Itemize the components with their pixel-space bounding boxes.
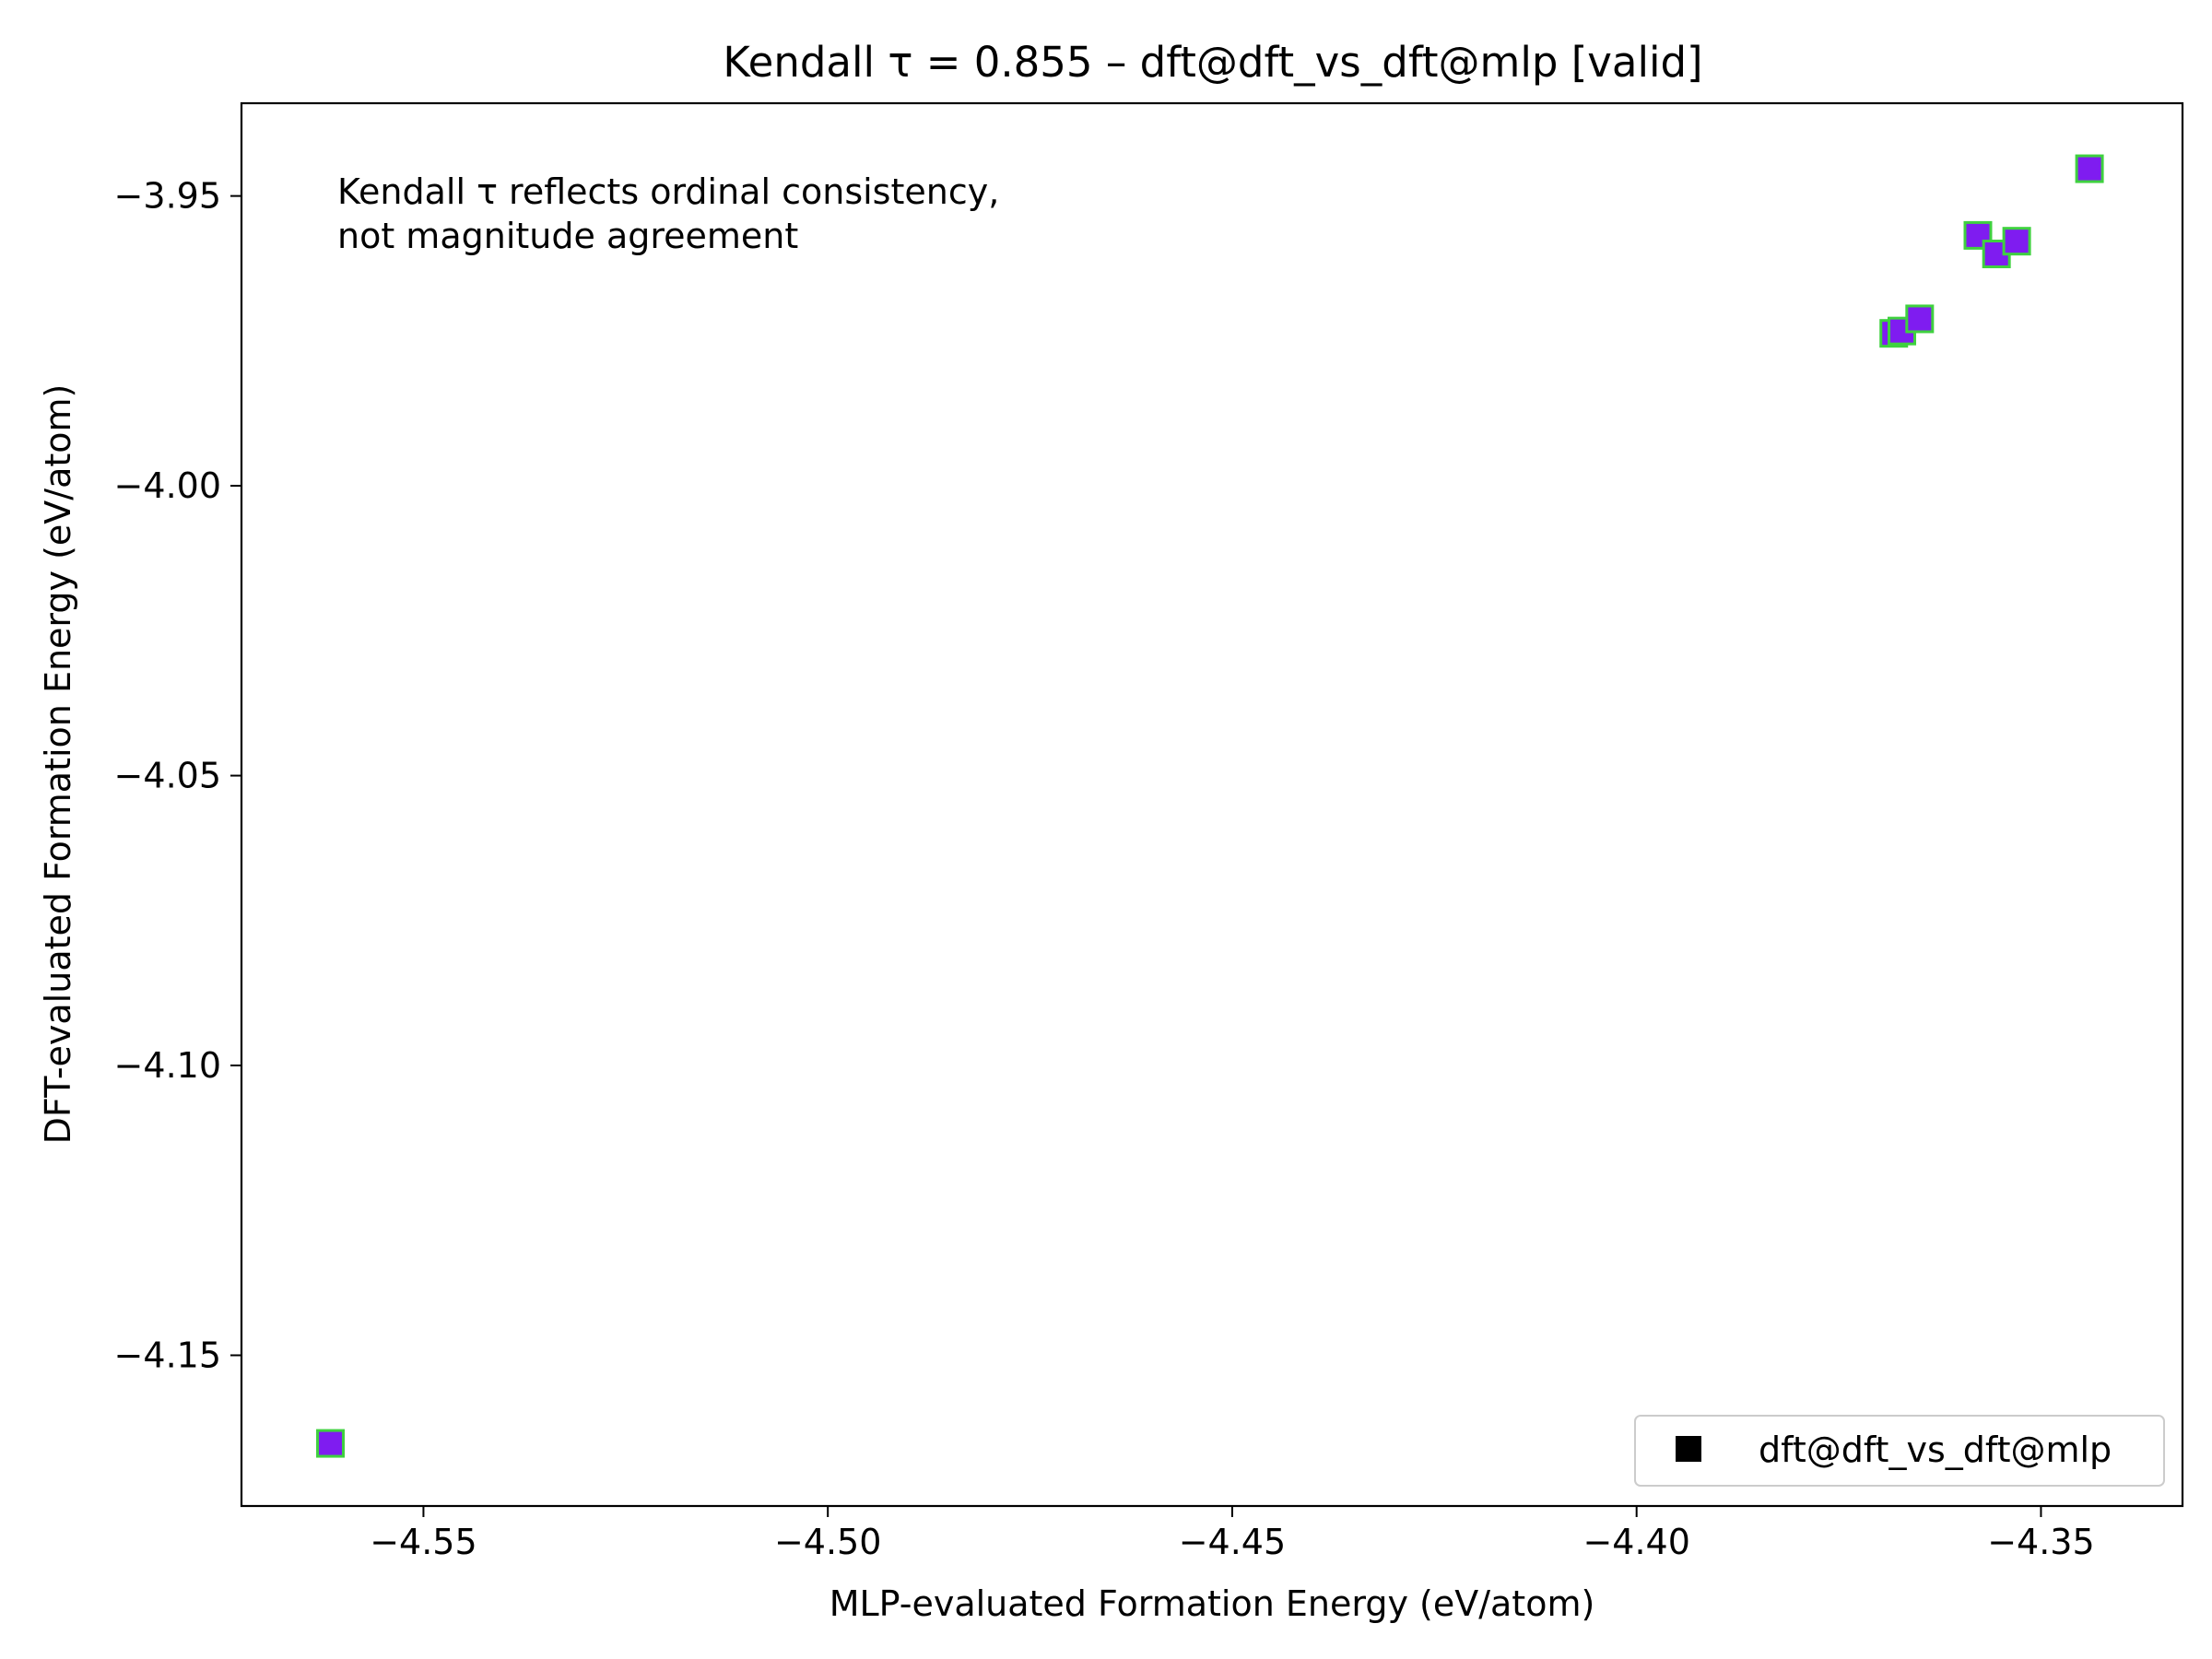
y-tick-label: −4.05 [114,756,221,796]
data-point [2002,227,2031,256]
y-tick-label: −4.10 [114,1045,221,1086]
y-axis-label: DFT-evaluated Formation Energy (eV/atom) [38,384,78,1145]
data-point [2075,154,2104,183]
annotation-line-2: not magnitude agreement [337,216,798,256]
y-tick-label: −4.00 [114,465,221,506]
y-tick-label: −3.95 [114,176,221,217]
x-axis-ticks: −4.55 −4.50 −4.45 −4.40 −4.35 [370,1506,2095,1562]
legend-label: dft@dft_vs_dft@mlp [1759,1430,2112,1470]
x-tick-label: −4.40 [1583,1522,1689,1562]
annotation: Kendall τ reflects ordinal consistency, … [337,171,999,256]
x-tick-label: −4.45 [1179,1522,1286,1562]
x-tick-label: −4.35 [1987,1522,2094,1562]
x-tick-label: −4.50 [774,1522,881,1562]
x-tick-label: −4.55 [370,1522,477,1562]
plot-area-frame [240,101,2184,1508]
annotation-line-1: Kendall τ reflects ordinal consistency, [337,171,999,212]
x-axis-label: MLP-evaluated Formation Energy (eV/atom) [830,1583,1595,1624]
data-point [1905,304,1935,334]
y-tick-label: −4.15 [114,1335,221,1375]
chart-title: Kendall τ = 0.855 – dft@dft_vs_dft@mlp [… [723,38,1702,87]
y-axis-ticks: −3.95 −4.00 −4.05 −4.10 −4.15 [114,176,241,1375]
data-points [316,154,2104,1458]
legend-box [1634,1415,2165,1487]
legend-marker [1676,1436,1701,1462]
legend: dft@dft_vs_dft@mlp [1634,1415,2165,1487]
data-point [316,1429,346,1458]
